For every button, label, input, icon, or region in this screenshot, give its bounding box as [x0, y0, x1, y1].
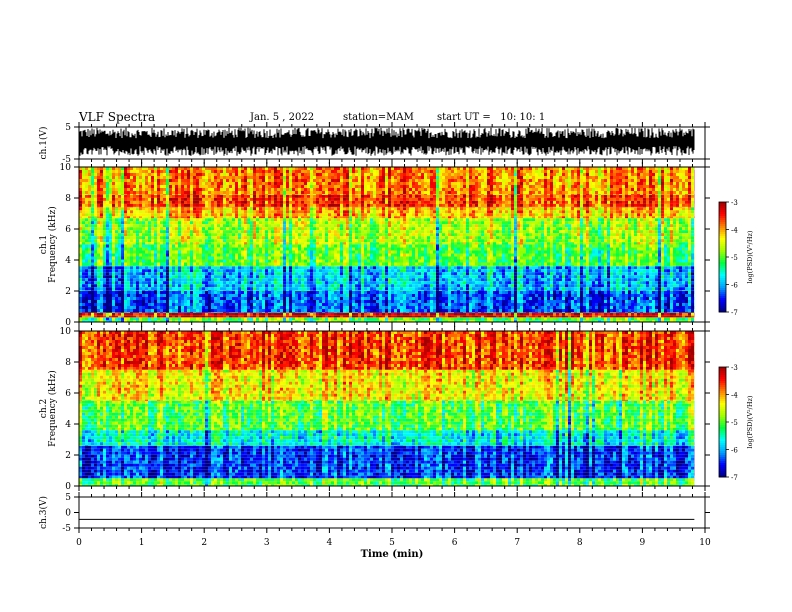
colorbar-tick-label: -6	[731, 447, 738, 455]
ch1-spectrogram-ylabel: ch.1 Frequency (kHz)	[39, 206, 58, 283]
x-axis-label: Time (min)	[361, 549, 424, 560]
ch2-spectrogram-raster	[79, 331, 694, 486]
colorbar-label: log(PSD)(V²/Hz)	[746, 230, 754, 283]
x-tick-label: 3	[264, 538, 270, 548]
x-tick-label: 7	[514, 538, 520, 548]
x-tick-label: 2	[201, 538, 207, 548]
y-tick-label: 10	[60, 327, 72, 337]
colorbar-tick-label: -3	[731, 364, 738, 372]
y-tick-label: 2	[65, 451, 71, 461]
ch3-waveform-ylabel: ch.3(V)	[38, 496, 49, 529]
y-tick-label: 4	[65, 420, 71, 430]
colorbar-label: log(PSD)(V²/Hz)	[746, 395, 754, 448]
axis-label-line: Frequency (kHz)	[47, 370, 58, 447]
axis-label-line: Frequency (kHz)	[47, 206, 58, 283]
colorbar-tick-label: -4	[731, 392, 738, 400]
y-tick-label: 5	[65, 123, 71, 133]
y-tick-label: 2	[65, 287, 71, 297]
y-tick-label: 6	[65, 389, 71, 399]
ch1-spectrogram-raster	[79, 167, 694, 322]
colorbar-tick-label: -7	[731, 309, 738, 317]
colorbar-tick-label: -5	[731, 419, 738, 427]
x-tick-label: 0	[76, 538, 82, 548]
ch1-spectrogram-panel	[79, 167, 705, 322]
x-tick-label: 9	[640, 538, 646, 548]
x-tick-label: 5	[389, 538, 395, 548]
y-tick-label: 10	[60, 163, 72, 173]
ch2-spectrogram-colorbar: -3 -4 -5 -6 -7 log(PSD)(V²/Hz)	[719, 364, 754, 482]
axis-label-line: ch.1(V)	[38, 127, 49, 160]
x-tick-label: 4	[327, 538, 333, 548]
y-tick-label: 0	[65, 509, 71, 519]
ch3-waveform-xticks: 0 1 2 3 4 5 6 7 8 9 10	[76, 492, 711, 548]
colorbar-tick-label: -6	[731, 282, 738, 290]
y-tick-label: 8	[65, 194, 71, 204]
y-tick-label: 5	[65, 493, 71, 503]
y-tick-label: 8	[65, 358, 71, 368]
colorbar-tick-label: -4	[731, 227, 738, 235]
ch2-spectrogram-panel	[79, 331, 705, 486]
ch2-spectrogram-ylabel: ch.2 Frequency (kHz)	[39, 370, 58, 447]
y-tick-label: 0	[65, 482, 71, 492]
colorbar-tick-label: -7	[731, 474, 738, 482]
colorbar-tick-label: -5	[731, 254, 738, 262]
y-tick-label: -5	[62, 524, 71, 534]
x-tick-label: 1	[139, 538, 145, 548]
axis-label-line: ch.3(V)	[38, 496, 49, 529]
ch3-waveform-frame	[79, 497, 705, 528]
x-tick-label: 8	[577, 538, 583, 548]
y-tick-label: 6	[65, 225, 71, 235]
ch3-waveform-panel	[79, 497, 705, 528]
colorbar-tick-label: -3	[731, 199, 738, 207]
ch1-waveform-line	[79, 128, 694, 156]
ch1-waveform-panel	[79, 127, 705, 159]
ch1-waveform-ylabel: ch.1(V)	[38, 127, 49, 160]
y-tick-label: 4	[65, 256, 71, 266]
x-tick-label: 6	[452, 538, 458, 548]
ch1-spectrogram-colorbar: -3 -4 -5 -6 -7 log(PSD)(V²/Hz)	[719, 199, 754, 317]
x-tick-label: 10	[699, 538, 711, 548]
